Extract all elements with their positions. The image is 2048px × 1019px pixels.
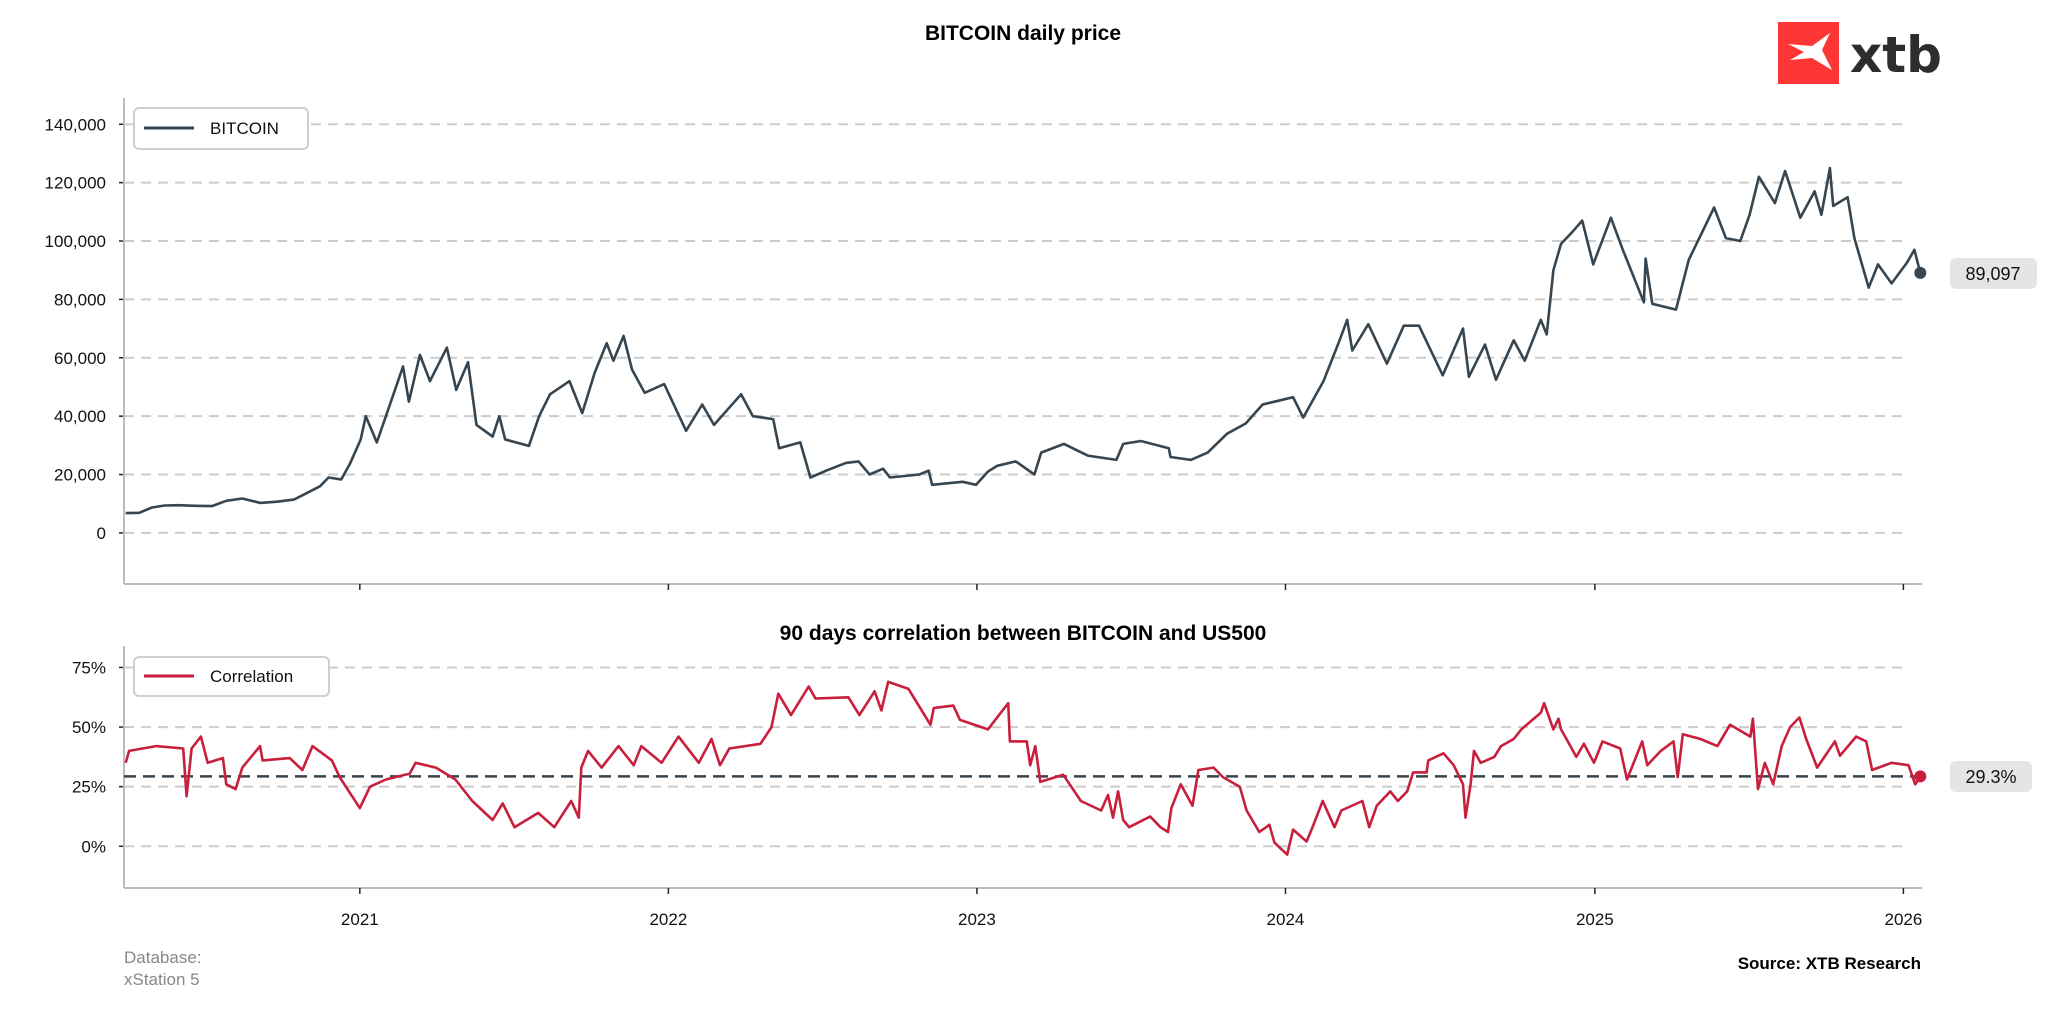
bottom-chart-title: 90 days correlation between BITCOIN and … — [780, 622, 1267, 645]
correlation-plot: 0% 25% 50% 75% 2021 2022 2023 2024 2025 2026 — [72, 646, 1927, 929]
price-line — [125, 166, 1922, 515]
price-last-point — [1914, 266, 1927, 279]
x-tick-label: 2025 — [1576, 910, 1614, 929]
y-tick-label: 80,000 — [54, 290, 106, 309]
price-plot: 0 20,000 40,000 60,000 80,000 100,000 120,000 1… — [45, 98, 1927, 590]
logo-text: xtb — [1850, 26, 1942, 84]
x-tick-label: 2024 — [1267, 910, 1305, 929]
y-tick-label: 120,000 — [45, 174, 106, 193]
x-tick-label: 2026 — [1884, 910, 1922, 929]
xtb-logo: xtb — [1778, 22, 1942, 84]
top-chart-title: BITCOIN daily price — [925, 22, 1121, 45]
legend-price-label: BITCOIN — [210, 119, 279, 138]
correlation-last-value-text: 29.3% — [1965, 767, 2016, 787]
logo-x-mark-icon — [1788, 33, 1832, 70]
database-label: Database: — [124, 948, 202, 967]
y-tick-label: 0% — [81, 837, 106, 856]
y-tick-label: 40,000 — [54, 407, 106, 426]
y-tick-label: 50% — [72, 718, 106, 737]
correlation-last-value: 29.3% — [1950, 761, 2032, 792]
x-tick-label: 2021 — [341, 910, 379, 929]
y-tick-label: 60,000 — [54, 349, 106, 368]
y-tick-label: 100,000 — [45, 232, 106, 251]
price-last-value: 89,097 — [1950, 258, 2037, 289]
y-tick-label: 0 — [97, 524, 106, 543]
correlation-line — [124, 680, 1922, 856]
correlation-last-point — [1914, 770, 1927, 783]
price-legend: BITCOIN — [133, 107, 309, 150]
correlation-legend: Correlation — [133, 656, 330, 697]
y-tick-label: 25% — [72, 778, 106, 797]
y-tick-label: 20,000 — [54, 466, 106, 485]
y-tick-label: 75% — [72, 658, 106, 677]
y-tick-label: 140,000 — [45, 115, 106, 134]
price-last-value-text: 89,097 — [1965, 264, 2020, 284]
x-tick-label: 2023 — [958, 910, 996, 929]
legend-correlation-label: Correlation — [210, 667, 293, 686]
x-tick-label: 2022 — [649, 910, 687, 929]
source-label: Source: XTB Research — [1738, 954, 1921, 973]
database-value: xStation 5 — [124, 970, 200, 989]
